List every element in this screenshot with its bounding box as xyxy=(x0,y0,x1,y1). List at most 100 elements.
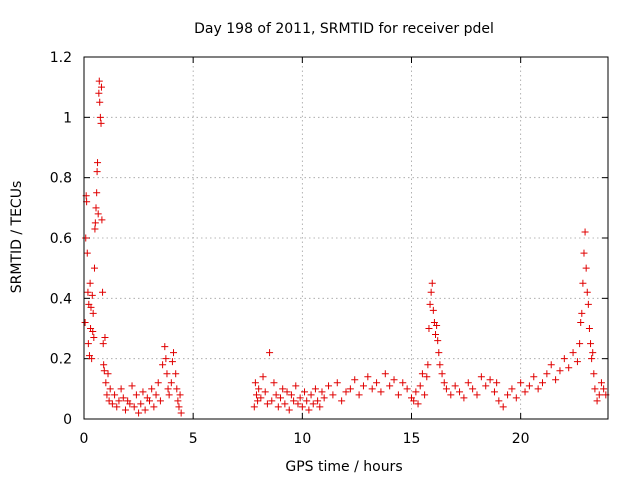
data-point xyxy=(170,349,178,357)
data-point xyxy=(101,334,109,342)
data-point xyxy=(425,325,433,332)
data-point xyxy=(427,288,435,296)
data-point xyxy=(447,391,455,399)
data-point xyxy=(438,370,446,378)
data-point xyxy=(91,225,99,233)
data-point xyxy=(139,388,147,396)
data-point xyxy=(111,391,119,399)
data-point xyxy=(311,385,319,393)
data-point xyxy=(412,388,420,396)
data-point xyxy=(172,370,180,378)
data-point xyxy=(433,321,441,329)
x-tick-label: 0 xyxy=(80,431,89,447)
data-point xyxy=(257,394,265,402)
data-point xyxy=(477,373,485,381)
data-point xyxy=(279,385,287,393)
data-point xyxy=(81,318,89,326)
data-point xyxy=(394,391,402,399)
data-point xyxy=(583,288,591,296)
data-point xyxy=(414,400,422,408)
data-point xyxy=(259,373,267,381)
data-point xyxy=(418,370,426,378)
data-point xyxy=(428,279,436,287)
data-point xyxy=(451,382,459,390)
data-point xyxy=(95,77,103,85)
data-point xyxy=(177,409,185,417)
data-point xyxy=(399,379,407,387)
y-tick-label: 1 xyxy=(63,110,72,126)
data-point xyxy=(270,379,278,387)
data-point xyxy=(150,403,158,411)
data-point xyxy=(103,391,111,399)
data-point xyxy=(534,385,542,393)
data-point xyxy=(164,385,172,393)
data-points xyxy=(81,77,610,417)
x-tick-label: 20 xyxy=(512,431,530,447)
data-point xyxy=(89,309,97,317)
data-point xyxy=(364,373,372,381)
data-point xyxy=(165,391,173,399)
data-point xyxy=(329,391,337,399)
data-point xyxy=(556,367,564,375)
data-point xyxy=(88,355,96,363)
data-point xyxy=(442,385,450,393)
data-point xyxy=(298,403,306,411)
data-point xyxy=(591,385,599,393)
data-point xyxy=(161,343,169,351)
data-point xyxy=(97,119,105,127)
data-point xyxy=(146,397,153,405)
data-point xyxy=(96,98,104,106)
data-point xyxy=(456,388,464,396)
data-point xyxy=(119,394,127,402)
data-point xyxy=(167,379,175,387)
data-point xyxy=(121,406,129,414)
data-point xyxy=(521,388,529,396)
data-point xyxy=(421,391,429,399)
data-point xyxy=(560,355,568,363)
data-point xyxy=(84,288,92,296)
data-point xyxy=(106,385,114,393)
data-point xyxy=(87,303,95,311)
data-point xyxy=(429,306,437,314)
data-point xyxy=(303,397,311,405)
data-point xyxy=(552,376,560,384)
data-point xyxy=(490,388,498,396)
data-point xyxy=(590,370,598,378)
data-point xyxy=(266,349,274,357)
data-point xyxy=(250,403,258,411)
x-tick-label: 5 xyxy=(189,431,198,447)
data-point xyxy=(287,391,295,399)
data-point xyxy=(565,364,573,372)
data-point xyxy=(547,361,555,369)
data-point xyxy=(92,204,100,212)
y-tick-label: 0.6 xyxy=(50,231,72,247)
data-point xyxy=(493,379,501,387)
data-point xyxy=(436,361,444,369)
data-point xyxy=(579,279,587,287)
data-point xyxy=(99,288,107,296)
data-point xyxy=(600,385,608,393)
chart-title: Day 198 of 2011, SRMTID for receiver pde… xyxy=(194,21,494,37)
data-point xyxy=(83,249,91,257)
data-point xyxy=(152,391,160,399)
data-point xyxy=(320,394,328,402)
data-point xyxy=(277,394,284,402)
data-point xyxy=(359,382,367,390)
data-point xyxy=(435,349,443,357)
data-point xyxy=(126,400,134,408)
data-point xyxy=(163,370,171,378)
data-point xyxy=(100,367,108,375)
data-point xyxy=(309,400,317,408)
grid xyxy=(84,57,608,419)
data-point xyxy=(251,379,259,387)
plot-frame xyxy=(83,56,609,420)
data-point xyxy=(325,382,333,390)
data-point xyxy=(96,113,104,121)
data-point xyxy=(585,325,593,332)
data-point xyxy=(137,400,145,408)
data-point xyxy=(333,379,341,387)
data-point xyxy=(296,394,304,402)
data-point xyxy=(89,328,97,336)
data-point xyxy=(410,397,418,405)
data-point xyxy=(117,385,125,393)
